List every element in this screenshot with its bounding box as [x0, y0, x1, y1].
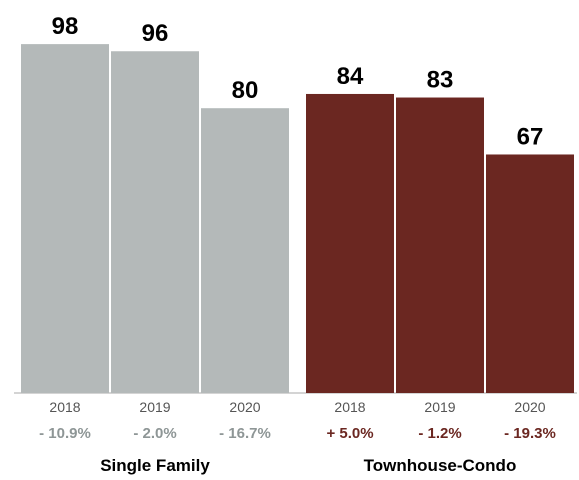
change-percent-label: - 10.9%	[39, 425, 91, 442]
change-percent-label: - 19.3%	[504, 425, 556, 442]
change-percent-label: - 1.2%	[418, 425, 461, 442]
bar-value-label: 67	[517, 123, 544, 150]
group-label: Single Family	[100, 456, 210, 475]
bar-value-label: 98	[52, 13, 79, 40]
bar-value-label: 83	[427, 67, 454, 94]
year-tick-label: 2020	[229, 399, 260, 415]
year-tick-label: 2020	[514, 399, 545, 415]
year-tick-label: 2019	[424, 399, 455, 415]
change-percent-label: - 2.0%	[133, 425, 176, 442]
year-tick-label: 2019	[139, 399, 170, 415]
bar	[486, 154, 574, 393]
bar-value-label: 96	[142, 20, 169, 47]
change-percent-label: + 5.0%	[326, 425, 373, 442]
change-percent-label: - 16.7%	[219, 425, 271, 442]
bar-value-label: 84	[337, 63, 364, 90]
bar	[111, 51, 199, 394]
year-tick-label: 2018	[49, 399, 80, 415]
bar	[201, 108, 289, 393]
bar-value-label: 80	[232, 77, 259, 104]
bar	[306, 93, 394, 394]
bar	[396, 97, 484, 394]
group-label: Townhouse-Condo	[364, 456, 517, 475]
bar	[21, 44, 109, 394]
year-tick-label: 2018	[334, 399, 365, 415]
